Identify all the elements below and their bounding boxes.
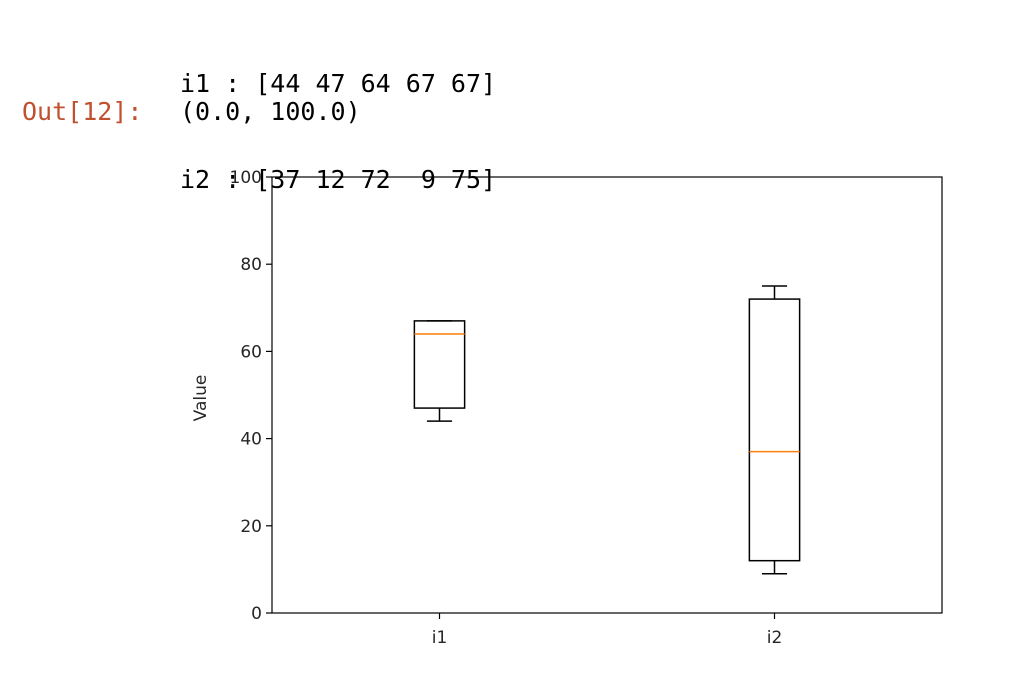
stdout-line-i2: i2 : [37 12 72 9 75] (180, 165, 497, 194)
y-tick-label: 40 (240, 430, 262, 450)
y-tick-label: 0 (251, 604, 262, 624)
box-i2 (748, 285, 801, 575)
x-tick-label: i2 (767, 628, 783, 648)
y-tick-label: 80 (240, 255, 262, 275)
box-i1 (413, 320, 466, 422)
iqr-box (748, 298, 801, 562)
y-tick-label: 100 (230, 168, 262, 188)
output-result: (0.0, 100.0) (180, 97, 361, 126)
y-tick-label: 20 (240, 517, 262, 537)
stdout-line-i1: i1 : [44 47 64 67 67] (180, 69, 497, 98)
axes-frame (271, 176, 943, 614)
cell-stdout: i1 : [44 47 64 67 67] i2 : [37 12 72 9 7… (180, 4, 496, 228)
iqr-box (413, 320, 466, 409)
x-tick-label: i1 (432, 628, 448, 648)
y-axis-label: Value (191, 375, 211, 422)
y-tick-label: 60 (240, 342, 262, 362)
output-prompt: Out[12]: (22, 97, 143, 126)
